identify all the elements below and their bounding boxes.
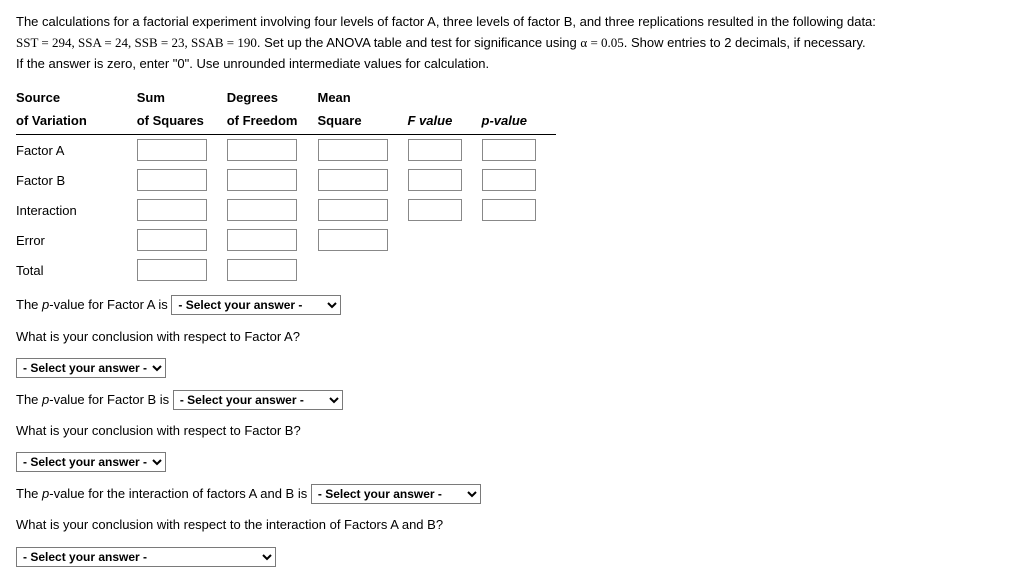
factor-a-ss-input[interactable] [137,139,207,161]
problem-line3: If the answer is zero, enter "0". Use un… [16,56,489,71]
factor-b-ms-input[interactable] [318,169,388,191]
ssb-val: 23 [171,35,184,50]
table-row: Factor B [16,165,556,195]
factor-b-df-input[interactable] [227,169,297,191]
row-factor-a-label: Factor A [16,135,137,166]
conclusion-a-question: What is your conclusion with respect to … [16,325,1008,348]
row-error-label: Error [16,225,137,255]
pvalue-factor-a-select[interactable]: - Select your answer - [171,295,341,315]
problem-statement: The calculations for a factorial experim… [16,12,1008,74]
interaction-p-input[interactable] [482,199,536,221]
col-source-1: Source [16,86,137,109]
table-row: Total [16,255,556,285]
pvalue-interaction-select[interactable]: - Select your answer - [311,484,481,504]
col-pval: p-value [482,109,556,135]
ssab-val: 190 [237,35,257,50]
col-fval: F value [408,109,482,135]
pvalue-interaction-line: The p-value for the interaction of facto… [16,482,1008,505]
conclusion-ab-question: What is your conclusion with respect to … [16,513,1008,536]
problem-line2-end: . Show entries to 2 decimals, if necessa… [624,35,866,50]
col-ms-1: Mean [318,86,408,109]
interaction-ms-input[interactable] [318,199,388,221]
pvalue-factor-a-line: The p-value for Factor A is - Select you… [16,293,1008,316]
factor-a-p-input[interactable] [482,139,536,161]
alpha-sym: α [580,35,587,50]
col-ms-2: Square [318,109,408,135]
sst-val: 294 [52,35,72,50]
interaction-f-input[interactable] [408,199,462,221]
col-sum-2: of Squares [137,109,227,135]
col-df-2: of Freedom [227,109,318,135]
col-sum-1: Sum [137,86,227,109]
row-factor-b-label: Factor B [16,165,137,195]
conclusion-ab-select[interactable]: - Select your answer - [16,547,276,567]
pvalue-factor-b-line: The p-value for Factor B is - Select you… [16,388,1008,411]
interaction-df-input[interactable] [227,199,297,221]
table-row: Factor A [16,135,556,166]
sst-label: SST [16,35,38,50]
factor-b-ss-input[interactable] [137,169,207,191]
total-ss-input[interactable] [137,259,207,281]
factor-b-p-input[interactable] [482,169,536,191]
error-ms-input[interactable] [318,229,388,251]
ssa-val: 24 [115,35,128,50]
error-df-input[interactable] [227,229,297,251]
conclusion-a-select[interactable]: - Select your answer - [16,358,166,378]
factor-a-df-input[interactable] [227,139,297,161]
factor-a-ms-input[interactable] [318,139,388,161]
col-df-1: Degrees [227,86,318,109]
table-row: Error [16,225,556,255]
factor-a-f-input[interactable] [408,139,462,161]
anova-table: Source Sum Degrees Mean of Variation of … [16,86,556,285]
col-source-2: of Variation [16,109,137,135]
interaction-ss-input[interactable] [137,199,207,221]
ssb-label: SSB [135,35,158,50]
ssab-label: SSAB [191,35,224,50]
conclusion-b-select[interactable]: - Select your answer - [16,452,166,472]
factor-b-f-input[interactable] [408,169,462,191]
pvalue-factor-b-select[interactable]: - Select your answer - [173,390,343,410]
table-row: Interaction [16,195,556,225]
conclusion-b-question: What is your conclusion with respect to … [16,419,1008,442]
problem-line1: The calculations for a factorial experim… [16,14,876,29]
row-total-label: Total [16,255,137,285]
ssa-label: SSA [78,35,101,50]
row-interaction-label: Interaction [16,195,137,225]
alpha-val: 0.05 [601,35,624,50]
total-df-input[interactable] [227,259,297,281]
error-ss-input[interactable] [137,229,207,251]
problem-line2-mid: . Set up the ANOVA table and test for si… [257,35,581,50]
